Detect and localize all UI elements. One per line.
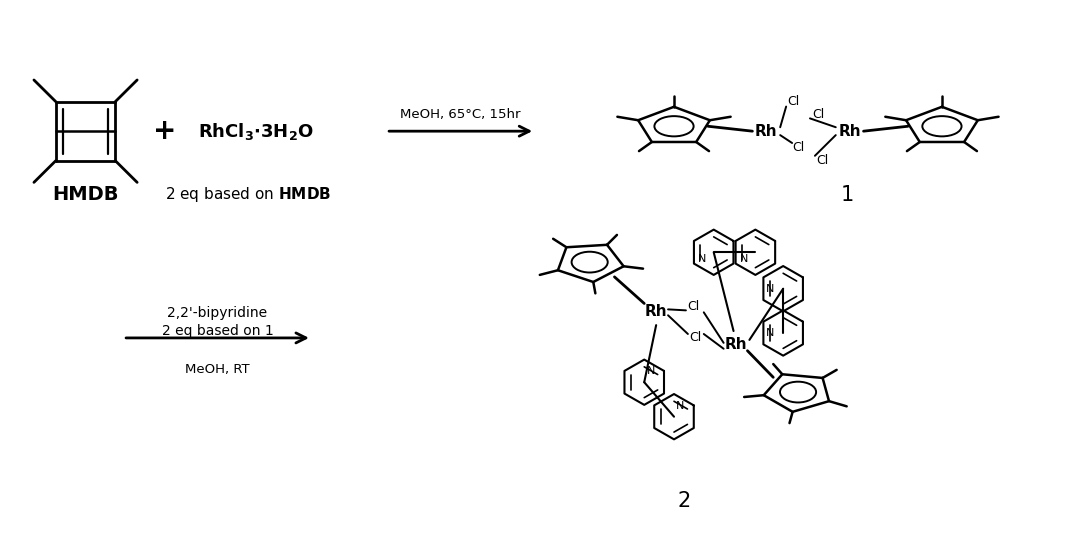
Text: $\mathbf{RhCl_3{\cdot}3H_2O}$: $\mathbf{RhCl_3{\cdot}3H_2O}$ bbox=[197, 121, 314, 142]
Text: N: N bbox=[676, 400, 685, 411]
Text: Cl: Cl bbox=[787, 95, 799, 108]
Text: HMDB: HMDB bbox=[52, 185, 119, 204]
Text: Cl: Cl bbox=[816, 154, 829, 167]
Text: N: N bbox=[646, 366, 655, 376]
Text: Rh: Rh bbox=[755, 123, 777, 139]
Text: Cl: Cl bbox=[688, 300, 700, 313]
Text: 1: 1 bbox=[841, 185, 855, 205]
Text: 2 eq based on $\mathbf{HMDB}$: 2 eq based on $\mathbf{HMDB}$ bbox=[165, 185, 331, 204]
Text: Rh: Rh bbox=[724, 337, 747, 353]
Text: 2 eq based on 1: 2 eq based on 1 bbox=[161, 324, 274, 338]
Text: 2: 2 bbox=[677, 490, 691, 510]
Text: Cl: Cl bbox=[812, 108, 824, 121]
Text: MeOH, RT: MeOH, RT bbox=[185, 363, 250, 376]
Text: 2,2'-bipyridine: 2,2'-bipyridine bbox=[168, 306, 267, 320]
Text: N: N bbox=[766, 328, 775, 338]
Text: Cl: Cl bbox=[792, 141, 804, 154]
Text: N: N bbox=[699, 254, 706, 264]
Text: Rh: Rh bbox=[645, 304, 667, 319]
Text: N: N bbox=[740, 254, 749, 264]
Text: Rh: Rh bbox=[838, 123, 861, 139]
Text: Cl: Cl bbox=[690, 331, 702, 344]
Text: N: N bbox=[766, 284, 775, 294]
Text: MeOH, 65°C, 15hr: MeOH, 65°C, 15hr bbox=[400, 108, 521, 121]
Text: +: + bbox=[154, 117, 177, 145]
